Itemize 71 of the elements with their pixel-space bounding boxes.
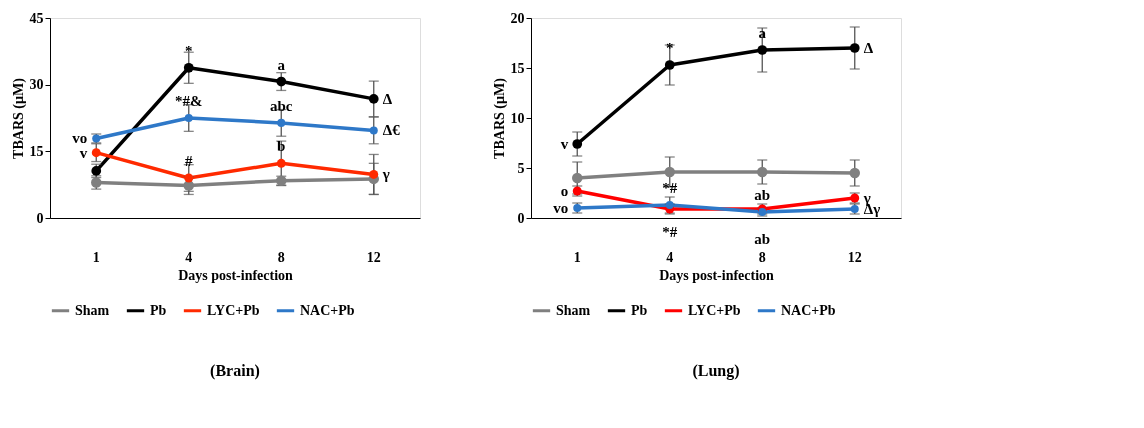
- legend-label: Sham: [75, 302, 110, 318]
- point: [276, 76, 287, 87]
- text: (Lung): [692, 362, 740, 380]
- x-axis-title: Days post-infection: [659, 267, 775, 283]
- point: [183, 62, 194, 73]
- x-tick-label: 12: [847, 249, 862, 265]
- y-tick-label: 45: [29, 10, 44, 26]
- x-tick-label: 1: [573, 249, 581, 265]
- point: [572, 139, 583, 149]
- annotation: γ: [862, 190, 871, 206]
- y-tick-label: 20: [510, 10, 525, 26]
- point: [91, 148, 101, 158]
- point: [665, 200, 674, 210]
- annotation: v: [79, 144, 88, 161]
- annotation: Δ: [863, 40, 874, 56]
- y-tick-label: 30: [29, 77, 44, 93]
- legend-label: NAC+Pb: [781, 302, 836, 318]
- point: [369, 169, 379, 179]
- annotation: *: [185, 42, 193, 59]
- annotation: ab: [754, 231, 771, 247]
- point: [368, 94, 379, 104]
- point: [183, 180, 194, 191]
- y-axis-title: TBARS (µM): [491, 77, 508, 159]
- annotation: a: [277, 56, 286, 73]
- point: [277, 118, 286, 127]
- text: (Brain): [210, 362, 260, 380]
- x-tick-label: 12: [366, 249, 381, 265]
- x-tick-label: 4: [666, 249, 674, 265]
- y-tick-label: 0: [36, 210, 44, 226]
- annotation: *#&: [175, 93, 203, 109]
- y-tick-label: 5: [517, 160, 525, 176]
- y-tick-label: 0: [517, 210, 525, 226]
- legend-label: NAC+Pb: [300, 302, 355, 318]
- legend-label: Pb: [631, 302, 648, 318]
- x-axis-title: Days post-infection: [178, 267, 294, 283]
- legend-label: Pb: [150, 302, 167, 318]
- y-tick-label: 15: [510, 60, 525, 76]
- annotation: v: [560, 136, 569, 152]
- legend-label: LYC+Pb: [688, 302, 741, 318]
- x-tick-label: 4: [185, 249, 193, 265]
- annotation: vo: [553, 200, 569, 216]
- annotation: *#: [662, 180, 678, 196]
- point: [849, 43, 860, 53]
- point: [276, 158, 286, 168]
- annotation: γ: [381, 166, 390, 183]
- annotation: *: [666, 40, 674, 56]
- point: [664, 166, 675, 178]
- annotation: o: [560, 183, 569, 199]
- annotation: Δ: [382, 90, 393, 107]
- annotation: #: [185, 153, 193, 169]
- annotation: abc: [270, 97, 293, 114]
- x-tick-label: 1: [92, 249, 100, 265]
- point: [369, 126, 378, 135]
- point: [572, 172, 583, 184]
- y-tick-label: 10: [510, 110, 525, 126]
- annotation: ab: [754, 187, 771, 203]
- y-tick-label: 15: [29, 143, 44, 159]
- legend-label: LYC+Pb: [207, 302, 260, 318]
- x-tick-label: 8: [277, 249, 285, 265]
- point: [757, 45, 768, 55]
- annotation: vo: [72, 130, 88, 147]
- x-tick-label: 8: [758, 249, 766, 265]
- point: [664, 60, 675, 70]
- annotation: *#: [662, 224, 678, 240]
- point: [184, 113, 193, 123]
- point: [849, 167, 860, 179]
- y-axis-title: TBARS (µM): [10, 77, 27, 159]
- annotation: Δ€: [382, 122, 401, 139]
- legend-label: Sham: [556, 302, 591, 318]
- point: [757, 166, 768, 178]
- point: [184, 173, 194, 183]
